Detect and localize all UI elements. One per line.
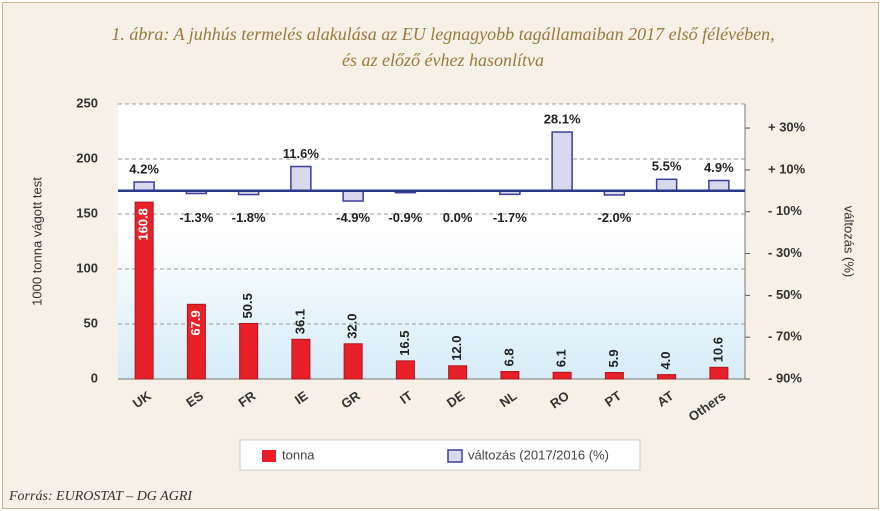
x-tick-label: ES xyxy=(183,388,206,410)
bar xyxy=(239,322,259,380)
legend-swatch xyxy=(447,449,463,463)
chart-title: 1. ábra: A juhhús termelés alakulása az … xyxy=(111,24,775,70)
change-value-label: -0.9% xyxy=(388,210,422,225)
x-tick-label: GR xyxy=(338,388,363,412)
x-tick-label: IE xyxy=(292,388,311,408)
y2-tick-label: - 30% xyxy=(768,245,802,260)
y2-tick-label: - 70% xyxy=(768,329,802,344)
legend-label: tonna xyxy=(282,447,315,462)
change-value-label: 28.1% xyxy=(544,111,581,126)
y-axis-title: 1000 tonna vágott test xyxy=(29,177,44,306)
change-bar xyxy=(290,165,312,192)
x-tick-label: PT xyxy=(602,388,624,410)
legend-label: változás (2017/2016 (%) xyxy=(468,447,609,462)
x-tick-label: Others xyxy=(686,388,729,424)
x-tick-label: IT xyxy=(397,388,415,407)
y2-tick-label: + 30% xyxy=(768,119,806,134)
bar-value-label: 50.5 xyxy=(240,293,255,318)
bar-value-label: 160.8 xyxy=(136,208,151,241)
y-tick-label: 0 xyxy=(91,370,98,385)
bar-value-label: 4.0 xyxy=(658,352,673,370)
change-bar xyxy=(708,179,730,192)
bar xyxy=(709,366,729,380)
x-tick-label: RO xyxy=(547,388,572,411)
bar-value-label: 32.0 xyxy=(345,313,360,338)
change-bar xyxy=(551,131,573,192)
change-bar xyxy=(342,190,364,202)
change-value-label: -1.8% xyxy=(232,210,266,225)
x-tick-label: FR xyxy=(236,388,259,411)
bar xyxy=(448,365,468,380)
bar xyxy=(291,338,311,380)
change-value-label: 5.5% xyxy=(652,159,682,174)
y2-tick-label: - 10% xyxy=(768,203,802,218)
source-note: Forrás: EUROSTAT – DG AGRI xyxy=(9,489,193,504)
change-bar xyxy=(133,181,155,192)
bar xyxy=(604,372,624,380)
bar-value-label: 6.8 xyxy=(501,348,516,366)
plot-area xyxy=(118,104,745,379)
legend-box xyxy=(239,439,641,471)
change-value-label: 0.0% xyxy=(443,210,473,225)
x-tick-label: AT xyxy=(654,388,676,410)
bar xyxy=(343,343,363,380)
x-tick-label: UK xyxy=(130,388,154,411)
bar xyxy=(395,360,415,380)
bar-value-label: 10.6 xyxy=(710,337,725,362)
bar-value-label: 12.0 xyxy=(449,335,464,360)
bar xyxy=(186,303,206,380)
y-tick-label: 50 xyxy=(84,315,98,330)
bar xyxy=(552,371,572,380)
y-tick-label: 100 xyxy=(76,260,98,275)
y-tick-label: 150 xyxy=(76,205,98,220)
y-tick-label: 200 xyxy=(76,150,98,165)
bar-value-label: 67.9 xyxy=(188,310,203,335)
bar-value-label: 16.5 xyxy=(397,331,412,356)
y2-tick-label: - 50% xyxy=(768,287,802,302)
x-tick-label: NL xyxy=(497,388,520,410)
change-value-label: 4.2% xyxy=(129,161,159,176)
legend-swatch xyxy=(262,450,276,462)
change-value-label: -1.3% xyxy=(179,210,213,225)
change-value-label: -4.9% xyxy=(336,210,370,225)
x-tick-label: DE xyxy=(444,388,468,411)
y-tick-label: 250 xyxy=(76,95,98,110)
change-value-label: -2.0% xyxy=(597,210,631,225)
change-bar xyxy=(655,178,678,192)
change-value-label: 4.9% xyxy=(704,160,734,175)
bar xyxy=(657,374,677,380)
bar-value-label: 6.1 xyxy=(554,349,569,367)
y2-tick-label: + 10% xyxy=(768,161,806,176)
bar xyxy=(134,201,154,380)
change-value-label: -1.7% xyxy=(493,210,527,225)
bar-value-label: 5.9 xyxy=(606,349,621,367)
change-value-label: 11.6% xyxy=(283,146,320,161)
bar xyxy=(500,371,520,380)
y2-axis-title: változás (%) xyxy=(842,206,857,278)
bar-value-label: 36.1 xyxy=(292,309,307,334)
y2-tick-label: - 90% xyxy=(768,370,802,385)
